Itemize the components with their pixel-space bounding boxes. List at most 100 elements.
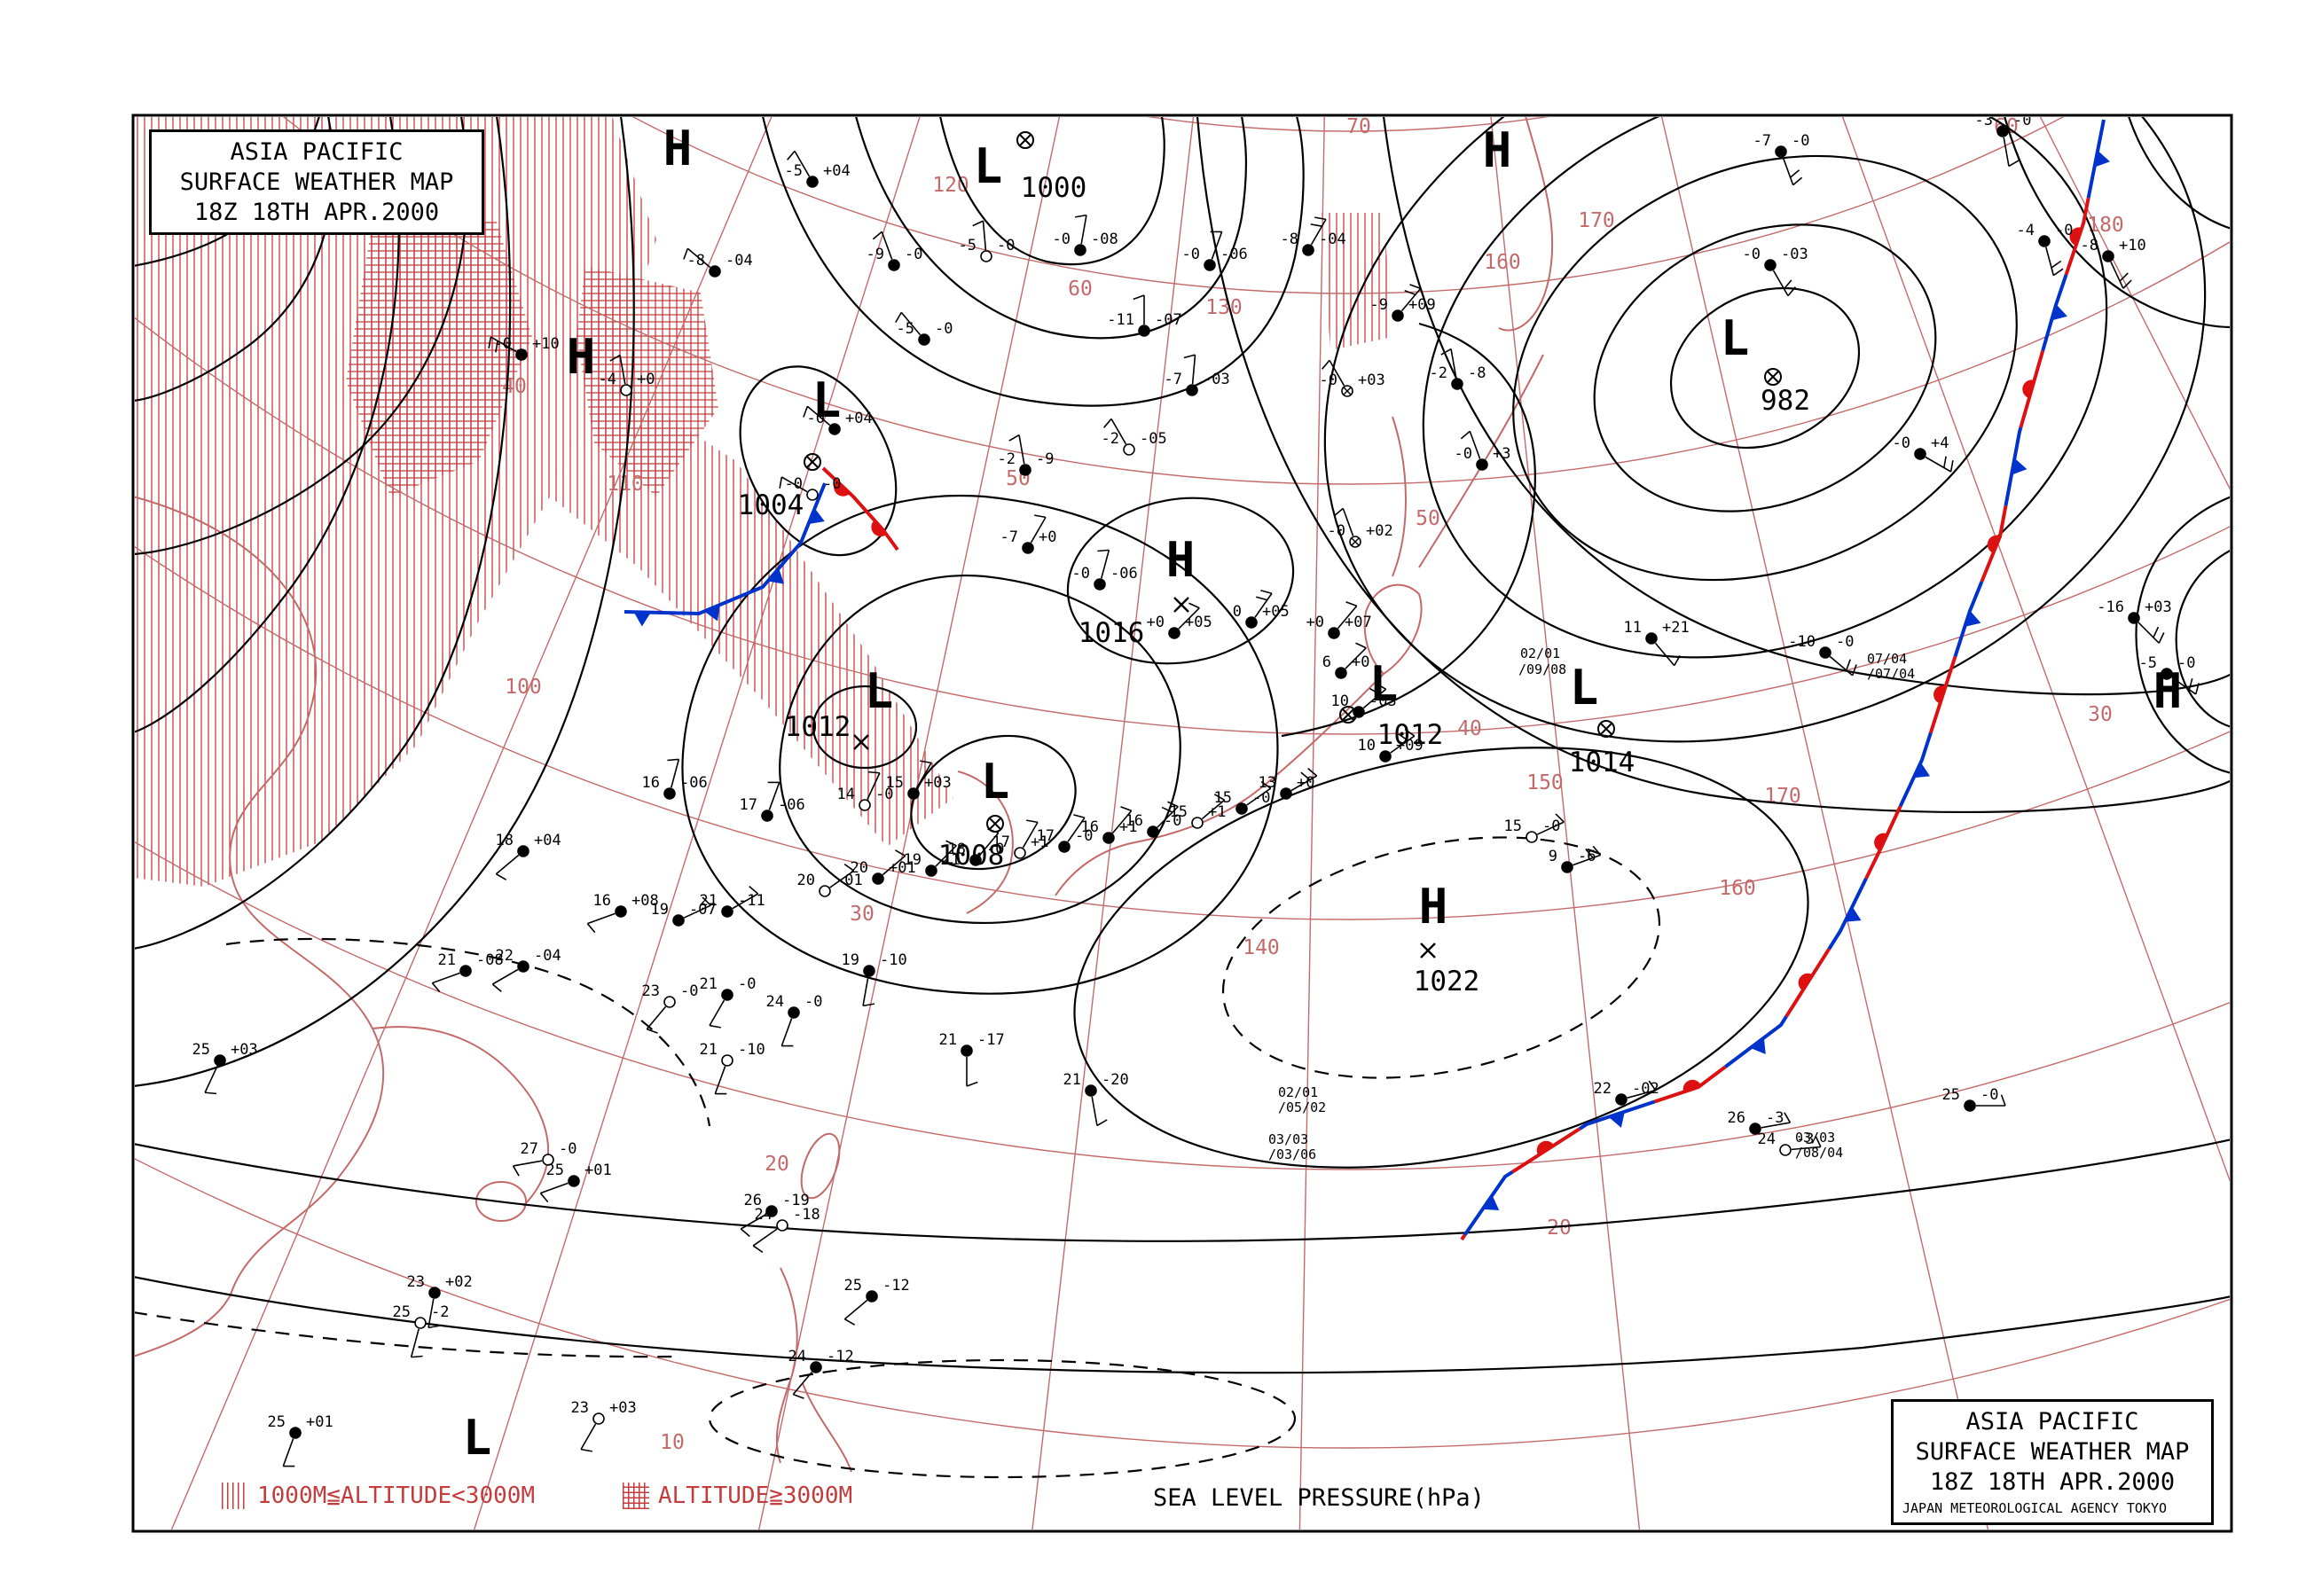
- station-temperature: 15: [1214, 789, 1232, 807]
- station-temperature: -2: [1102, 430, 1119, 448]
- station-pressure-change: -0: [2055, 222, 2073, 239]
- station-pressure-change: +10: [532, 335, 560, 353]
- wind-barb-feather: [1167, 801, 1179, 808]
- station-cloud-cover-icon: [776, 1219, 788, 1232]
- wind-barb-feather: [1440, 348, 1452, 356]
- station-temperature: 21: [700, 892, 718, 910]
- station-pressure-change: -0: [997, 237, 1015, 254]
- station-cloud-cover-icon: [961, 1044, 973, 1057]
- wind-barb-feather: [702, 896, 711, 906]
- graticule-label: 170: [1578, 209, 1615, 232]
- station-temperature: 13: [1259, 774, 1276, 792]
- coastline: [1392, 416, 1407, 577]
- station-plot: -0 +4: [1893, 434, 1954, 473]
- wind-barb-feather: [1460, 430, 1471, 440]
- wind-barb-feather: [1792, 176, 1803, 186]
- station-plot: 25 +01: [268, 1413, 333, 1467]
- wind-barb: [1627, 1089, 1656, 1099]
- station-temperature: -8: [2081, 237, 2098, 254]
- station-plot: 17 -06: [740, 781, 805, 822]
- wind-barb: [1342, 508, 1354, 536]
- obs-time-annotation: /07/04: [1867, 666, 1915, 682]
- graticule-label: 160: [1484, 251, 1521, 274]
- coastline: [775, 1267, 798, 1464]
- station-pressure-change: -08: [1091, 231, 1118, 248]
- obs-time-annotation: 02/01: [1278, 1084, 1318, 1100]
- isobar: [2004, 117, 2230, 329]
- station-pressure-change: +02: [1366, 522, 1393, 540]
- station-cloud-cover-icon: [721, 1054, 733, 1067]
- isobar: [939, 117, 1165, 266]
- isobar: [1383, 117, 2230, 696]
- station-pressure-change: +02: [445, 1273, 473, 1291]
- wind-barb: [2045, 246, 2055, 276]
- station-cloud-cover-icon: [1147, 825, 1159, 838]
- wind-barb: [732, 893, 759, 910]
- wind-barb: [432, 972, 460, 984]
- station-temperature: 21: [700, 975, 718, 993]
- station-plot: 26 -19: [740, 1192, 810, 1237]
- longitude-line: [1841, 117, 2230, 1183]
- warm-front-semicircle-icon: [1933, 685, 1947, 704]
- cold-front-triangle-icon: [1964, 610, 1981, 628]
- center-position-icon: [986, 815, 1004, 833]
- graticule-label: 150: [1526, 771, 1564, 794]
- wind-barb: [1211, 231, 1223, 260]
- wind-barb: [1362, 688, 1387, 709]
- isobar: [1221, 836, 1661, 1079]
- station-temperature: 19: [904, 851, 922, 869]
- coastline: [1498, 117, 1554, 332]
- map-title-line1: ASIA PACIFIC: [230, 138, 404, 166]
- station-pressure-change: -12: [882, 1277, 910, 1295]
- wind-barb-feather: [1555, 813, 1565, 823]
- station-cloud-cover-icon: [459, 965, 472, 977]
- station-temperature: -0: [1072, 565, 1090, 583]
- terrain-1000-3000m-region: [135, 117, 656, 887]
- station-pressure-change: +21: [1662, 619, 1690, 637]
- wind-barb-feather: [1851, 664, 1857, 676]
- station-plot: -7 -03: [1165, 354, 1230, 396]
- coastline-island: [800, 1132, 841, 1200]
- station-plot: 22 -02: [1594, 1080, 1659, 1106]
- cold-front-triangle-icon: [1750, 1037, 1766, 1054]
- station-plot: 21 -20: [1063, 1071, 1129, 1127]
- wind-barb-feather: [1790, 169, 1800, 178]
- station-plot: 19 -1: [904, 840, 960, 877]
- station-plot: -7 -0: [1753, 132, 1809, 186]
- wind-barb: [1573, 854, 1601, 866]
- wind-barb: [1111, 810, 1133, 834]
- wind-barb-feather: [843, 863, 855, 872]
- station-pressure-change: +05: [1185, 614, 1212, 631]
- hatch-cross-swatch-icon: [623, 1483, 649, 1509]
- station-temperature: 6: [1322, 653, 1331, 671]
- station-cloud-cover-icon: [1964, 1099, 1976, 1112]
- wind-barb: [1310, 218, 1327, 246]
- station-temperature: 18: [948, 841, 966, 858]
- wind-barb-feather: [1783, 279, 1792, 290]
- station-cloud-cover-icon: [428, 1287, 441, 1299]
- station-temperature: 25: [268, 1413, 286, 1431]
- low-symbol: L: [463, 1410, 492, 1466]
- wind-barb: [1791, 1146, 1821, 1151]
- station-temperature: 17: [992, 833, 1010, 851]
- station-pressure-change: -10: [880, 951, 907, 969]
- station-pressure-change: -9: [1036, 450, 1054, 468]
- station-pressure-change: -0: [738, 975, 756, 993]
- station-pressure-change: -19: [782, 1192, 810, 1209]
- station-plot: 20 +01: [851, 849, 916, 885]
- wind-barb: [882, 855, 906, 876]
- wind-barb-feather: [793, 1393, 804, 1399]
- low-symbol: L: [1369, 656, 1399, 712]
- station-cloud-cover-icon: [1819, 646, 1831, 659]
- cold-front-triangle-icon: [2011, 458, 2028, 475]
- pressure-center-H: H: [1483, 122, 1512, 178]
- map-title-line1: ASIA PACIFIC: [1965, 1408, 2139, 1436]
- station-pressure-change: +3: [1493, 445, 1510, 463]
- station-plot: -4 +0: [599, 354, 655, 396]
- cold-front-triangle-icon: [1912, 762, 1931, 778]
- station-pressure-change: -04: [1319, 231, 1346, 248]
- station-cloud-cover-icon: [819, 885, 831, 897]
- station-temperature: -10: [1788, 633, 1816, 651]
- isobar: [681, 494, 1279, 995]
- coastline-island: [475, 1181, 527, 1222]
